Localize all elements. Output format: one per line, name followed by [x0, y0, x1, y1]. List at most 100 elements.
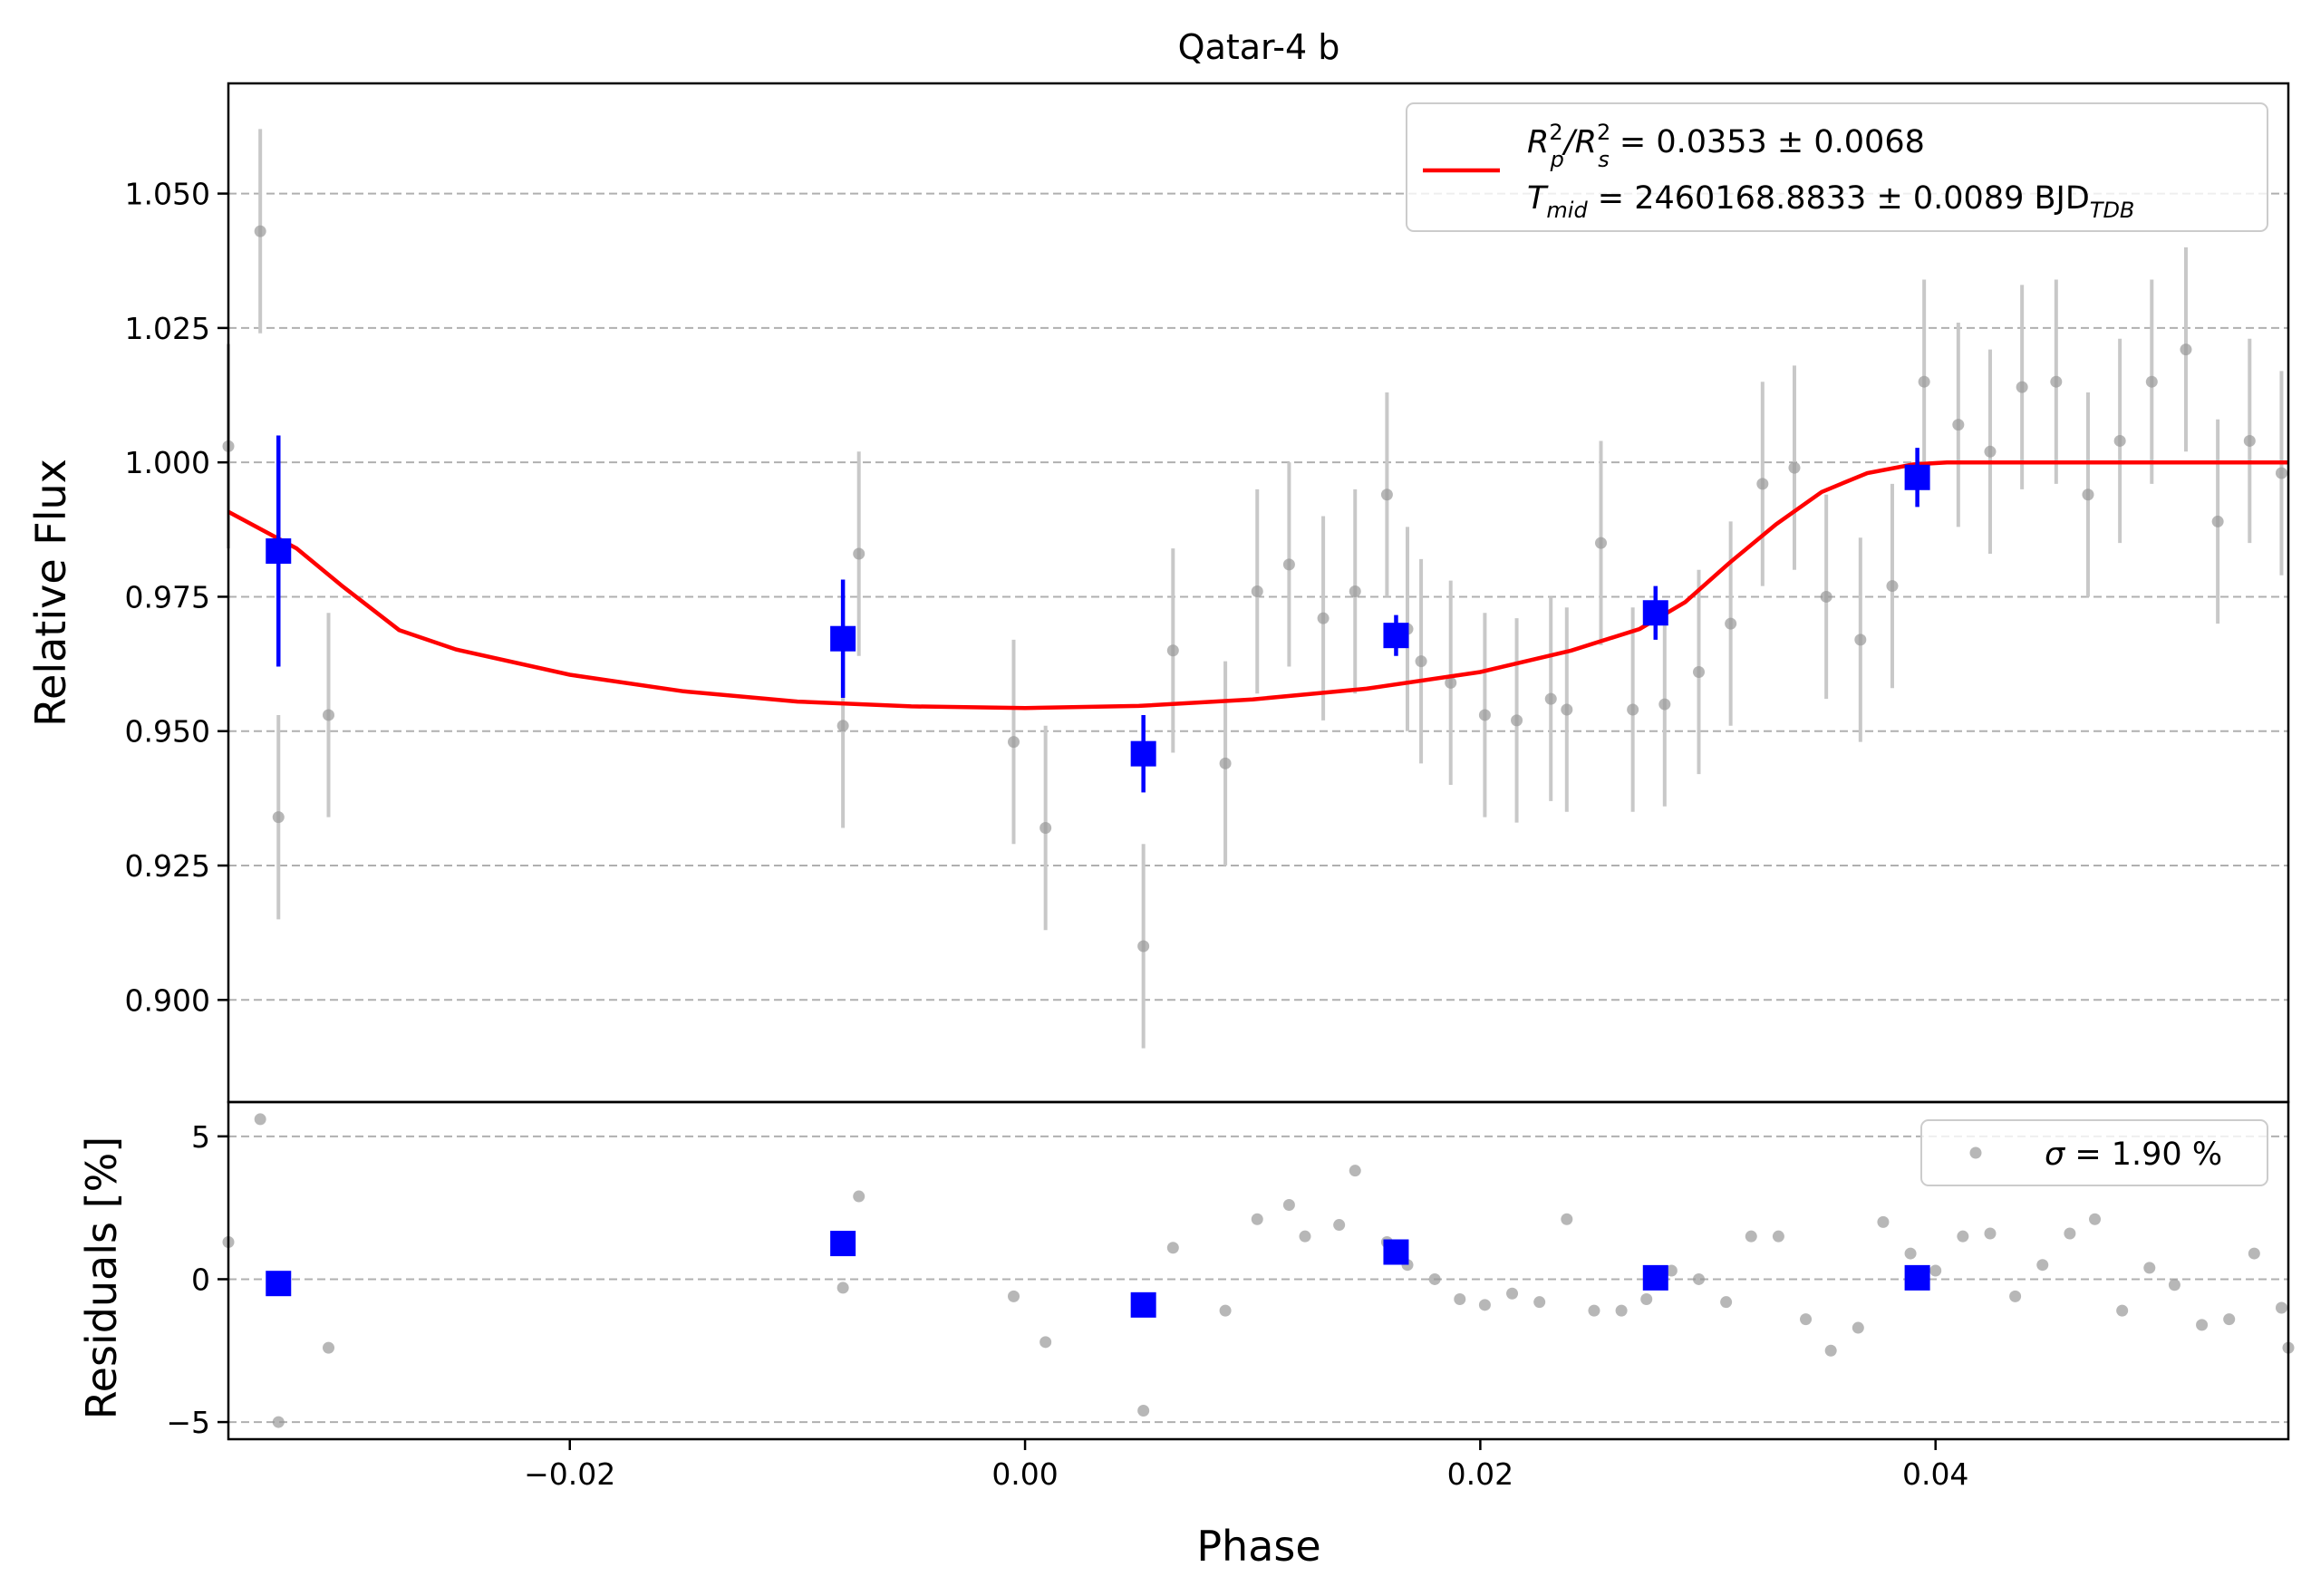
- residual-raw-point: [1008, 1290, 1020, 1302]
- raw-data-point: [1511, 714, 1523, 727]
- raw-data-point: [1544, 692, 1557, 705]
- raw-data-point: [1725, 617, 1737, 630]
- raw-data-point: [2180, 343, 2192, 356]
- residual-raw-point: [1904, 1247, 1917, 1260]
- residual-raw-point: [1428, 1272, 1441, 1285]
- residual-raw-point: [1533, 1296, 1546, 1309]
- residual-binned-point: [266, 1271, 292, 1297]
- residual-binned-points: [266, 1231, 1930, 1318]
- raw-data-point: [272, 811, 285, 824]
- main-gridlines: [228, 192, 2288, 1001]
- residual-raw-point: [1219, 1304, 1232, 1317]
- residual-raw-point: [1506, 1287, 1519, 1300]
- residual-y-tick-label: 0: [191, 1262, 210, 1297]
- raw-data-point: [1219, 757, 1232, 769]
- phase-x-tick-label: 0.02: [1447, 1456, 1513, 1492]
- residual-raw-point: [1588, 1304, 1600, 1317]
- residual-raw-point: [1800, 1313, 1813, 1326]
- residual-raw-point: [323, 1341, 335, 1354]
- residual-raw-point: [254, 1113, 266, 1126]
- residual-raw-point: [2248, 1247, 2260, 1260]
- main-raw-data-points: [222, 129, 2287, 1049]
- raw-data-point: [2050, 375, 2063, 388]
- main-binned-data-points: [266, 435, 1930, 793]
- raw-data-point: [1380, 488, 1393, 501]
- residual-raw-point: [2064, 1227, 2076, 1240]
- residual-binned-point: [1383, 1239, 1409, 1265]
- residual-raw-point: [1333, 1219, 1346, 1232]
- legend-depth-label: R2 p/R2 s = 0.0353 ± 0.0068: [1527, 120, 1925, 172]
- raw-data-point: [1984, 445, 1997, 458]
- residual-raw-point: [1824, 1344, 1837, 1357]
- residual-y-axis-label: Residuals [%]: [77, 1137, 126, 1419]
- main-panel: 0.900 0.925 0.950 0.975 1.000 1.025 1.050 Rela…: [26, 82, 2290, 1104]
- main-legend: R2 p/R2 s = 0.0353 ± 0.0068 Tmid = 2460168…: [1406, 102, 2268, 232]
- raw-data-point: [1854, 634, 1867, 646]
- residual-raw-point: [1877, 1215, 1890, 1228]
- main-y-tick-label: 1.025: [125, 311, 210, 346]
- binned-data-point: [1904, 464, 1930, 490]
- residual-raw-point: [1720, 1296, 1733, 1309]
- plot-title: Qatar-4 b: [1178, 27, 1340, 67]
- residual-binned-point: [1130, 1291, 1156, 1318]
- residual-raw-point: [1692, 1272, 1705, 1285]
- residual-sigma-label: σ = 1.90 %: [2045, 1137, 2222, 1173]
- main-y-ticks: 0.900 0.925 0.950 0.975 1.000 1.025 1.050: [125, 177, 228, 1018]
- residuals-panel: −5 0 5 −0.02 0.00 0.02 0.04 Residuals [%] Pha…: [77, 1100, 2295, 1571]
- residual-legend-box: [1920, 1119, 2268, 1186]
- raw-data-point: [1478, 709, 1491, 721]
- main-y-tick-label: 0.900: [125, 982, 210, 1018]
- residual-binned-point: [830, 1231, 856, 1257]
- residual-raw-point: [2275, 1301, 2287, 1314]
- raw-data-point: [1561, 703, 1573, 716]
- residual-binned-point: [1642, 1264, 1668, 1291]
- binned-data-point: [266, 538, 292, 565]
- raw-data-point: [323, 709, 335, 721]
- residual-raw-point: [2196, 1319, 2209, 1331]
- binned-data-point: [1642, 600, 1668, 626]
- residual-raw-point: [1299, 1230, 1311, 1243]
- main-legend-box: [1406, 102, 2268, 232]
- main-y-axis-label: Relative Flux: [26, 459, 75, 727]
- raw-data-point: [2145, 375, 2158, 388]
- residual-raw-point: [2116, 1304, 2129, 1317]
- residual-legend-marker: [1969, 1146, 1982, 1159]
- raw-data-point: [1886, 580, 1899, 593]
- binned-data-point: [830, 625, 856, 652]
- residual-raw-point: [1039, 1336, 1052, 1349]
- raw-data-point: [254, 225, 266, 237]
- raw-data-point: [2113, 434, 2126, 447]
- raw-data-point: [1349, 585, 1361, 598]
- residual-legend: σ = 1.90 %: [1920, 1119, 2268, 1186]
- residual-raw-point: [1561, 1213, 1573, 1225]
- raw-data-point: [2082, 488, 2094, 501]
- residual-raw-point: [1349, 1165, 1361, 1177]
- raw-data-point: [1415, 655, 1427, 668]
- residual-y-tick-label: −5: [166, 1405, 210, 1440]
- raw-data-point: [1627, 703, 1639, 716]
- residual-binned-point: [1904, 1264, 1930, 1291]
- phase-x-ticks: −0.02 0.00 0.02 0.04: [524, 1439, 1968, 1492]
- residual-raw-point: [272, 1416, 285, 1428]
- residual-raw-point: [1282, 1198, 1295, 1211]
- raw-data-point: [2243, 434, 2256, 447]
- residual-raw-point: [1251, 1213, 1263, 1225]
- raw-data-point: [1756, 478, 1769, 490]
- main-y-tick-label: 0.950: [125, 714, 210, 750]
- raw-data-point: [1788, 461, 1801, 474]
- residual-raw-point: [1640, 1293, 1653, 1306]
- main-y-tick-label: 1.050: [125, 177, 210, 212]
- raw-data-point: [836, 720, 849, 732]
- phase-x-tick-label: −0.02: [524, 1456, 615, 1492]
- raw-data-point: [1658, 698, 1671, 711]
- x-axis-label: Phase: [1196, 1522, 1320, 1571]
- raw-data-point: [1692, 665, 1705, 678]
- residual-raw-point: [1745, 1230, 1757, 1243]
- legend-tmid-label: Tmid = 2460168.8833 ± 0.0089 BJDTDB: [1527, 180, 2134, 223]
- raw-data-point: [1820, 590, 1832, 603]
- raw-data-point: [2211, 515, 2224, 527]
- main-y-tick-label: 0.975: [125, 579, 210, 614]
- residual-y-ticks: −5 0 5: [166, 1119, 228, 1440]
- raw-data-point: [1282, 558, 1295, 571]
